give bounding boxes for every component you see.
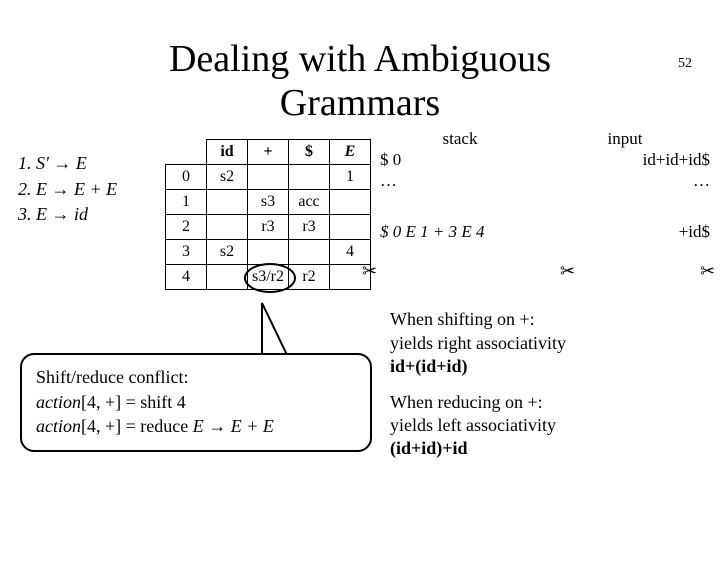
- note-line: When shifting on +:: [390, 309, 535, 329]
- cell: [207, 265, 248, 290]
- cell: 1: [330, 165, 371, 190]
- note-line: yields right associativity: [390, 333, 566, 353]
- note-shift: When shifting on +: yields right associa…: [390, 308, 700, 378]
- cell: [248, 165, 289, 190]
- scissors-icon: ✂: [700, 261, 715, 282]
- row-state: 4: [166, 265, 207, 290]
- row-state: 1: [166, 190, 207, 215]
- callout-action-word: action: [36, 416, 81, 436]
- callout-action-word: action: [36, 392, 81, 412]
- callout-line-2b: [4, +] = shift 4: [81, 392, 186, 412]
- trace-stack: $ 0: [380, 150, 540, 170]
- cell: [207, 190, 248, 215]
- note-reduce: When reducing on +: yields left associat…: [390, 391, 700, 461]
- table-row: 0 s2 1: [166, 165, 371, 190]
- trace-input: id+id+id$: [540, 150, 710, 170]
- cell: s3: [248, 190, 289, 215]
- callout-line-2: action[4, +] = shift 4: [36, 390, 356, 414]
- cell: [289, 165, 330, 190]
- cell: r3: [289, 215, 330, 240]
- cell: r3: [248, 215, 289, 240]
- callout-production: E → E + E: [193, 416, 274, 436]
- scissors-icon: ✂: [560, 261, 575, 282]
- grammar-rule-3: 3. E → id: [18, 202, 117, 227]
- table-row: 3 s2 4: [166, 240, 371, 265]
- col-E: E: [330, 140, 371, 165]
- cell: acc: [289, 190, 330, 215]
- row-state: 2: [166, 215, 207, 240]
- trace-input: …: [540, 171, 710, 191]
- grammar-rule-1: 1. S' → E: [18, 151, 117, 176]
- note-line: yields left associativity: [390, 415, 556, 435]
- callout-pointer: [260, 301, 310, 359]
- callout-line-3b: [4, +] = reduce: [81, 416, 193, 436]
- col-dollar: $: [289, 140, 330, 165]
- note-example: (id+id)+id: [390, 438, 468, 458]
- table-corner: [166, 140, 207, 165]
- parse-table: id + $ E 0 s2 1 1 s3 acc 2 r3 r3 3: [165, 139, 371, 290]
- cell: [207, 215, 248, 240]
- cell: [248, 240, 289, 265]
- cell: [330, 190, 371, 215]
- page-number: 52: [678, 56, 692, 72]
- col-plus: +: [248, 140, 289, 165]
- title-line-1: Dealing with Ambiguous: [169, 38, 551, 80]
- conflict-cell: s3/r2: [248, 265, 289, 290]
- table-row: 1 s3 acc: [166, 190, 371, 215]
- associativity-notes: When shifting on +: yields right associa…: [390, 308, 700, 472]
- scissors-icon: ✂: [362, 261, 377, 282]
- cell: s2: [207, 165, 248, 190]
- conflict-callout: Shift/reduce conflict: action[4, +] = sh…: [20, 353, 372, 452]
- callout-line-1: Shift/reduce conflict:: [36, 365, 356, 389]
- table-row: 2 r3 r3: [166, 215, 371, 240]
- conflict-text: s3/r2: [252, 268, 284, 285]
- note-line: When reducing on +:: [390, 392, 543, 412]
- trace-row: … …: [380, 170, 710, 191]
- trace-gap: [380, 191, 710, 221]
- cell: [289, 240, 330, 265]
- trace-row: $ 0 id+id+id$: [380, 149, 710, 170]
- grammar-rules: 1. S' → E 2. E → E + E 3. E → id: [18, 151, 117, 227]
- slide-title: Dealing with Ambiguous Grammars: [0, 38, 720, 125]
- grammar-rule-2: 2. E → E + E: [18, 177, 117, 202]
- cell: [330, 215, 371, 240]
- col-id: id: [207, 140, 248, 165]
- trace-stack: $ 0 E 1 + 3 E 4: [380, 222, 540, 242]
- trace-input: +id$: [540, 222, 710, 242]
- trace-stack-header: stack: [380, 129, 540, 149]
- trace-input-header: input: [540, 129, 710, 149]
- trace-header: stack input: [380, 129, 710, 149]
- table-row: 4 s3/r2 r2: [166, 265, 371, 290]
- note-example: id+(id+id): [390, 356, 468, 376]
- row-state: 3: [166, 240, 207, 265]
- cell: r2: [289, 265, 330, 290]
- cell: s2: [207, 240, 248, 265]
- trace-row: $ 0 E 1 + 3 E 4 +id$: [380, 221, 710, 242]
- parse-trace: stack input $ 0 id+id+id$ … … $ 0 E 1 + …: [380, 129, 710, 242]
- row-state: 0: [166, 165, 207, 190]
- trace-stack: …: [380, 171, 540, 191]
- title-line-2: Grammars: [280, 82, 440, 124]
- callout-line-3: action[4, +] = reduce E → E + E: [36, 414, 356, 438]
